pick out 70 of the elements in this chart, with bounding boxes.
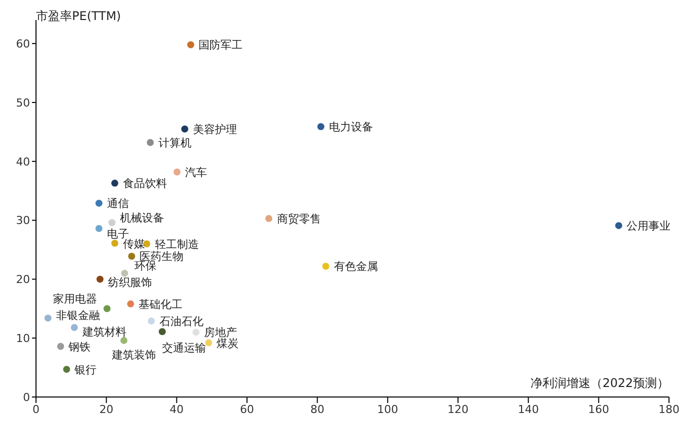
y-tick-label: 20 [16,273,30,286]
point [205,339,212,346]
annotation: 有色金属 [334,260,378,274]
annotation: 美容护理 [192,122,237,136]
x-tick-label: 40 [170,402,184,416]
point [108,219,116,226]
point [146,139,154,146]
annotation: 石油石化 [159,315,204,328]
point [615,222,622,230]
point [111,180,118,187]
x-tick-label: 140 [518,402,539,416]
point [317,123,324,130]
x-tick-label: 80 [310,402,324,416]
x-tick-label: 180 [658,402,680,416]
annotation: 家用电器 [53,292,98,306]
x-axis-title: 净利润增速（2022预测） [530,375,669,392]
y-tick-label: 50 [16,96,30,110]
y-axis-title: 市盈率PE(TTM) [36,8,121,25]
point [127,300,134,308]
point [148,318,155,325]
annotation: 建筑材料 [81,325,126,338]
x-tick-label: 160 [588,402,610,416]
point [174,168,181,176]
annotation: 钢铁 [68,340,91,354]
x-tick-label: 60 [240,402,254,416]
x-tick-label: 100 [377,402,398,416]
annotation: 房地产 [204,326,238,340]
annotation: 电力设备 [328,120,373,134]
point [111,240,118,247]
point [192,328,200,336]
x-tick-label: 120 [448,402,468,416]
annotation: 公用事业 [626,220,671,233]
point [322,262,330,270]
point [121,270,128,277]
y-tick-label: 0 [23,390,30,404]
point [158,328,166,336]
annotation: 通信 [106,197,129,210]
point [120,336,128,344]
y-tick-label: 10 [16,332,30,345]
point [187,41,194,48]
point [70,324,78,331]
annotation: 机械设备 [120,212,164,225]
annotation: 银行 [74,363,97,376]
annotation: 国防军工 [198,38,243,52]
annotation: 煤炭 [216,336,239,350]
annotation: 纺织服饰 [108,276,152,290]
point [57,342,64,350]
annotation: 商贸零售 [276,212,321,226]
annotation: 交通运输 [162,342,206,355]
x-tick-label: 0 [32,402,40,416]
annotation: 食品饮料 [122,177,167,190]
point [104,305,111,312]
annotation: 建筑装饰 [110,348,156,362]
point [128,252,136,260]
annotation: 轻工制造 [154,238,199,251]
point [63,366,70,373]
point [95,225,102,232]
point [44,314,52,322]
y-tick-label: 60 [16,37,30,50]
x-tick-label: 20 [99,402,114,416]
annotation: 非银金融 [56,309,100,322]
point [96,276,104,283]
annotation: 计算机 [158,136,192,150]
point [95,200,102,207]
point [265,215,272,222]
annotation: 基础化工 [138,298,183,311]
y-tick-label: 40 [16,155,30,168]
point [181,125,188,132]
annotation: 汽车 [185,166,208,179]
y-tick-label: 30 [16,214,30,228]
